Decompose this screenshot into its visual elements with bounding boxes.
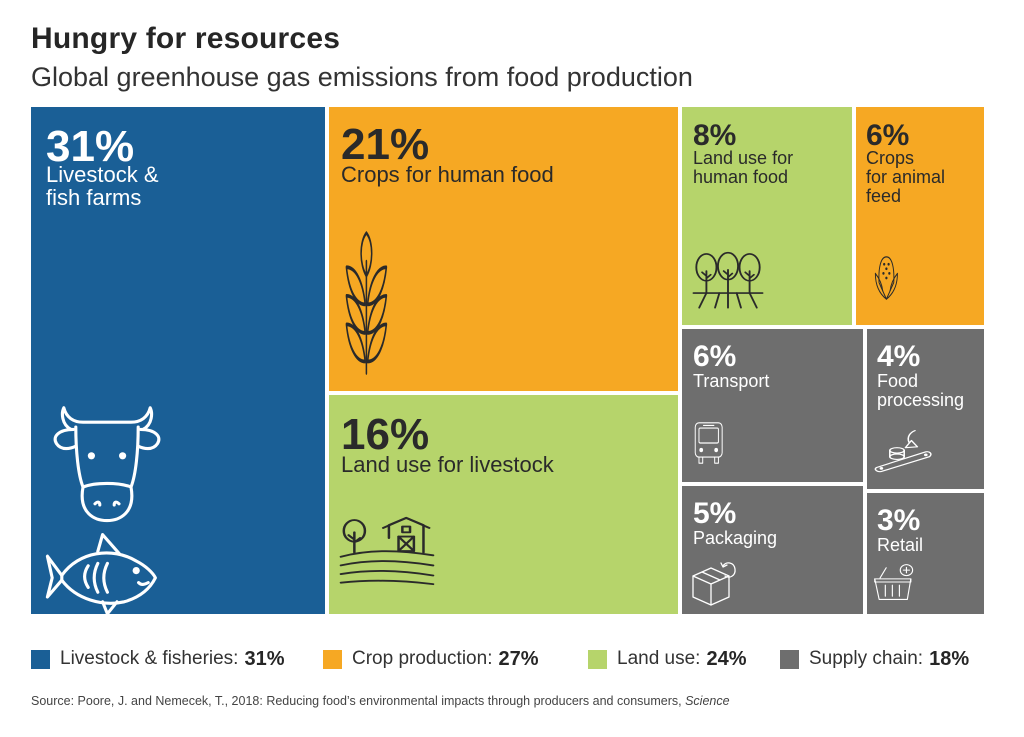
legend-item: Land use: 24% [588, 646, 747, 672]
treemap-cell-land-livestock: 16% Land use for livestock [329, 395, 678, 614]
farm-barn-icon [339, 515, 435, 587]
source-text: Source: Poore, J. and Nemecek, T., 2018:… [31, 694, 686, 708]
treemap-cell-packaging: 5% Packaging [682, 486, 863, 614]
legend-value: 27% [498, 647, 539, 670]
package-icon [688, 556, 738, 606]
cell-value-label: 21% [341, 120, 430, 169]
legend-swatch [323, 649, 342, 669]
cow-icon [47, 403, 167, 523]
chart-title: Hungry for resources [31, 22, 341, 55]
legend-value: 18% [929, 647, 970, 670]
legend-swatch [588, 649, 607, 669]
legend-item: Livestock & fisheries: 31% [31, 646, 285, 672]
legend-value: 31% [244, 647, 285, 670]
legend-swatch [780, 649, 799, 669]
cell-category-label: Crops for human food [341, 162, 554, 187]
conveyor-icon [873, 427, 933, 473]
legend: Livestock & fisheries: 31% Crop production… [31, 646, 1001, 672]
fish-icon [45, 513, 165, 614]
cell-category-label: Land use for livestock [341, 452, 554, 477]
chart-subtitle: Global greenhouse gas emissions from foo… [31, 62, 693, 92]
legend-item: Crop production: 27% [323, 646, 539, 672]
treemap-cell-food-processing: 4% Food processing [867, 329, 984, 489]
cell-category-label: Crops for animal feed [866, 148, 946, 206]
trees-icon [692, 249, 764, 310]
cell-category-label: Transport [693, 371, 770, 391]
cell-value-label: 6% [693, 340, 737, 373]
bus-icon [690, 421, 727, 465]
legend-label: Crop production: [352, 648, 493, 669]
legend-label: Supply chain: [809, 648, 924, 669]
cell-category-label: Retail [877, 535, 924, 555]
corn-icon [868, 255, 905, 301]
legend-swatch [31, 649, 50, 669]
cell-category-label: Packaging [693, 528, 778, 548]
cell-category-label: Livestock & fish farms [46, 162, 159, 211]
cell-value-label: 4% [877, 340, 921, 373]
cell-category-label: Food processing [877, 371, 965, 410]
treemap-cell-retail: 3% Retail [867, 493, 984, 614]
source-note: Source: Poore, J. and Nemecek, T., 2018:… [31, 694, 730, 708]
cell-category-label: Land use for human food [693, 148, 794, 187]
treemap-cell-crops-human: 21% Crops for human food [329, 107, 678, 391]
cell-value-label: 3% [877, 504, 921, 537]
cell-value-label: 5% [693, 497, 737, 530]
cell-value-label: 31% [46, 122, 135, 171]
treemap-cell-crops-animal: 6% Crops for animal feed [856, 107, 984, 325]
legend-value: 24% [706, 647, 747, 670]
cell-value-label: 16% [341, 410, 430, 459]
legend-item: Supply chain: 18% [780, 646, 969, 672]
treemap-cell-transport: 6% Transport [682, 329, 863, 482]
source-journal: Science [685, 694, 730, 708]
legend-label: Land use: [617, 648, 701, 669]
treemap-cell-land-human: 8% Land use for human food [682, 107, 852, 325]
cell-value-label: 6% [866, 119, 910, 152]
wheat-icon [337, 231, 396, 376]
legend-label: Livestock & fisheries: [60, 648, 239, 669]
cell-value-label: 8% [693, 119, 737, 152]
basket-icon [873, 563, 917, 603]
treemap-cell-livestock: 31% Livestock & fish farms [31, 107, 325, 614]
